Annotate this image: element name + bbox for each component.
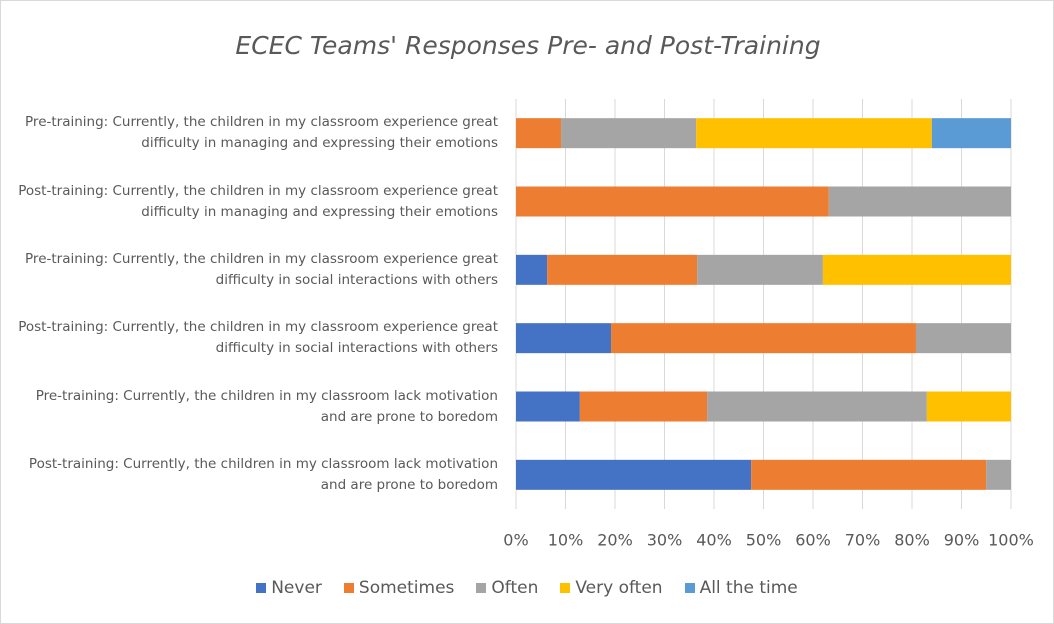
legend-swatch xyxy=(476,583,487,593)
chart-title: ECEC Teams' Responses Pre- and Post-Trai… xyxy=(235,31,821,60)
x-tick-label: 30% xyxy=(647,531,683,550)
legend-swatch xyxy=(684,583,695,593)
x-tick-label: 70% xyxy=(845,531,881,550)
legend-swatch xyxy=(560,583,571,593)
bar-segment xyxy=(611,323,916,354)
bar-segment xyxy=(579,391,708,422)
bar-segment xyxy=(751,459,987,490)
bar-segment xyxy=(926,391,1011,422)
y-tick-label: Post-training: Currently, the children i… xyxy=(18,319,498,357)
legend-item: Never xyxy=(256,578,322,598)
bar-segment xyxy=(516,323,612,354)
bar-segment xyxy=(697,254,823,285)
bar-segment xyxy=(516,186,829,217)
y-tick-label: Post-training: Currently, the children i… xyxy=(28,455,498,493)
x-tick-label: 40% xyxy=(696,531,732,550)
legend-swatch xyxy=(343,583,354,593)
x-tick-label: 80% xyxy=(894,531,930,550)
legend-label: Often xyxy=(491,578,539,598)
legend-label: Never xyxy=(271,578,322,598)
x-tick-label: 20% xyxy=(597,531,633,550)
bar-segment xyxy=(516,391,580,422)
y-tick-label: Pre-training: Currently, the children in… xyxy=(25,114,498,152)
bar-segment xyxy=(516,118,562,149)
x-tick-label: 0% xyxy=(503,531,528,550)
bar-segment xyxy=(707,391,927,422)
legend-label: Sometimes xyxy=(358,578,455,598)
bar-segment xyxy=(561,118,697,149)
legend-label: Very often xyxy=(575,578,663,598)
legend-swatch xyxy=(256,583,267,593)
legend-item: Sometimes xyxy=(343,578,455,598)
bar-segment xyxy=(696,118,932,149)
x-tick-label: 50% xyxy=(746,531,782,550)
legend-label: All the time xyxy=(699,578,798,598)
bar-segment xyxy=(931,118,1011,149)
bar-segment xyxy=(828,186,1011,217)
y-tick-label: Pre-training: Currently, the children in… xyxy=(25,250,498,288)
bar-segment xyxy=(986,459,1011,490)
bar-segment xyxy=(516,254,548,285)
legend-item: Very often xyxy=(560,578,663,598)
bar-segment xyxy=(822,254,1011,285)
x-tick-label: 100% xyxy=(988,531,1034,550)
x-tick-label: 60% xyxy=(795,531,831,550)
x-tick-label: 90% xyxy=(944,531,980,550)
legend: Never Sometimes Often Very often All the tim… xyxy=(0,578,1054,598)
y-tick-label: Pre-training: Currently, the children in… xyxy=(35,387,498,425)
y-tick-label: Post-training: Currently, the children i… xyxy=(18,182,498,220)
legend-item: Often xyxy=(476,578,538,598)
bar-segment xyxy=(915,323,1011,354)
x-tick-label: 10% xyxy=(548,531,584,550)
legend-item: All the time xyxy=(684,578,798,598)
bar-segment xyxy=(547,254,698,285)
bar-segment xyxy=(516,459,752,490)
